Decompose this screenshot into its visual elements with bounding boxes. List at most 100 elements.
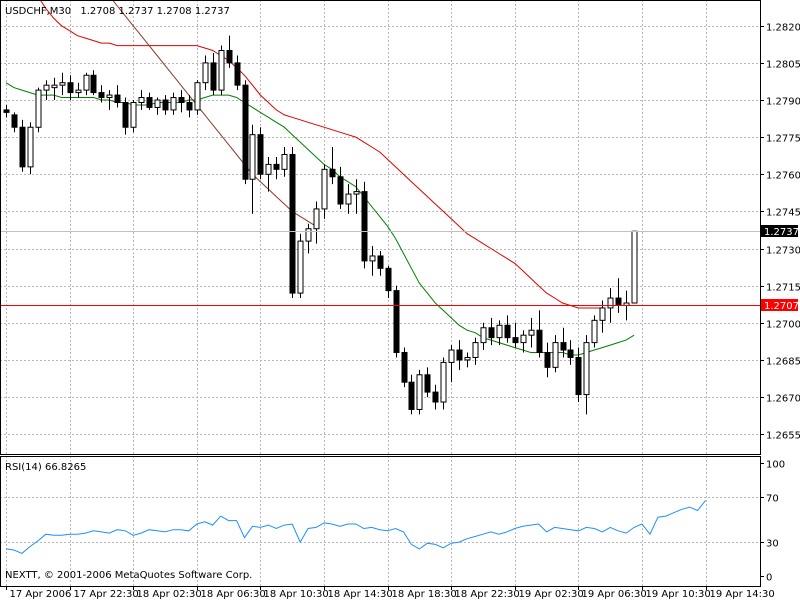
moving-average-line: [5, 82, 635, 356]
rsi-tick-label: 70: [766, 494, 779, 505]
candle-body: [35, 89, 42, 128]
candle-body: [536, 329, 543, 354]
candle-body: [615, 297, 622, 306]
candle-body: [329, 168, 336, 178]
candle-body: [544, 352, 551, 368]
y-tick-label: 1.2790: [766, 97, 800, 108]
footer-copyright: NEXTT, © 2001-2006 MetaQuotes Software C…: [5, 570, 252, 581]
candle-body: [440, 361, 447, 403]
candle: [560, 327, 567, 358]
candle: [186, 95, 193, 118]
y-tick-label: 1.2700: [766, 320, 800, 331]
candle: [456, 340, 463, 370]
candle-body: [218, 50, 225, 91]
candle: [448, 345, 455, 383]
candle-body: [90, 74, 97, 94]
candle: [329, 147, 336, 185]
candle-body: [353, 191, 360, 195]
rsi-tick-label: 100: [766, 460, 785, 471]
x-tick-label: 19 Apr 10:30: [646, 589, 711, 600]
candle-body: [416, 374, 423, 410]
candle-body: [19, 126, 26, 168]
candle-body: [138, 97, 145, 103]
candle: [130, 100, 137, 133]
candles: [3, 35, 638, 415]
main-grid: [0, 0, 760, 454]
candle-body: [607, 297, 614, 309]
price-tag: 1.2737: [761, 225, 799, 238]
candle-body: [281, 153, 288, 170]
candle-body: [114, 94, 121, 103]
candle-body: [234, 62, 241, 86]
candle: [273, 156, 280, 180]
candle-body: [345, 193, 352, 205]
candle: [345, 184, 352, 214]
y-tick-label: 1.2760: [766, 171, 800, 182]
candle-body: [170, 97, 177, 111]
candle: [583, 335, 590, 415]
candle-body: [631, 230, 638, 304]
candle: [67, 75, 74, 101]
candle-body: [512, 337, 519, 344]
candle: [393, 285, 400, 358]
main-frame: [0, 0, 761, 455]
y-tick-label: 1.2715: [766, 283, 800, 294]
x-tick-label: 18 Apr 18:30: [392, 589, 457, 600]
x-tick-label: 18 Apr 02:30: [137, 589, 202, 600]
candle: [210, 52, 217, 96]
candle: [488, 317, 495, 346]
candle: [567, 340, 574, 365]
candle-body: [496, 324, 503, 339]
candle: [528, 317, 535, 348]
candle: [154, 97, 161, 115]
candle: [337, 166, 344, 209]
candle: [353, 179, 360, 214]
moving-averages: [5, 0, 635, 356]
candle-body: [528, 329, 535, 336]
price-tag-bg: [761, 299, 798, 311]
overlays: 1.2737 1.2707: [0, 225, 799, 312]
x-tick-label: 17 Apr 2006: [10, 589, 72, 600]
candle-body: [210, 62, 217, 91]
candle-body: [504, 324, 511, 339]
candle-body: [424, 374, 431, 393]
candle: [249, 124, 256, 214]
candle-body: [130, 101, 137, 128]
candle-body: [43, 84, 50, 91]
moving-average-line: [111, 0, 317, 227]
y-tick-label: 1.2730: [766, 246, 800, 257]
candle: [631, 230, 638, 304]
y-tick-label: 1.2820: [766, 23, 800, 34]
candle: [385, 265, 392, 299]
candle: [297, 233, 304, 299]
candle: [305, 223, 312, 254]
candle-body: [464, 356, 471, 361]
candle: [59, 72, 66, 96]
candle: [19, 119, 26, 172]
moving-average-line: [39, 0, 603, 309]
candle: [234, 55, 241, 91]
candle-body: [3, 109, 10, 113]
candle: [361, 181, 368, 269]
candle: [122, 97, 129, 135]
x-tick-label: 19 Apr 06:30: [582, 589, 647, 600]
y-axis-main: 1.2820 1.2805 1.2790 1.2775 1.2760 1.2745 1.27…: [760, 23, 800, 442]
candle: [313, 201, 320, 244]
candle-body: [11, 114, 18, 128]
candle-body: [552, 342, 559, 368]
candle-body: [313, 208, 320, 230]
candle: [242, 80, 249, 185]
candle: [552, 335, 559, 373]
candle: [544, 342, 551, 378]
candle: [512, 322, 519, 348]
candle: [138, 90, 145, 110]
price-tag-bg: [761, 225, 798, 237]
candle: [202, 55, 209, 91]
candle: [43, 80, 50, 101]
candle: [75, 82, 82, 98]
y-tick-label: 1.2745: [766, 208, 800, 219]
candle: [146, 92, 153, 110]
candle-body: [122, 101, 129, 128]
candle-body: [401, 352, 408, 383]
